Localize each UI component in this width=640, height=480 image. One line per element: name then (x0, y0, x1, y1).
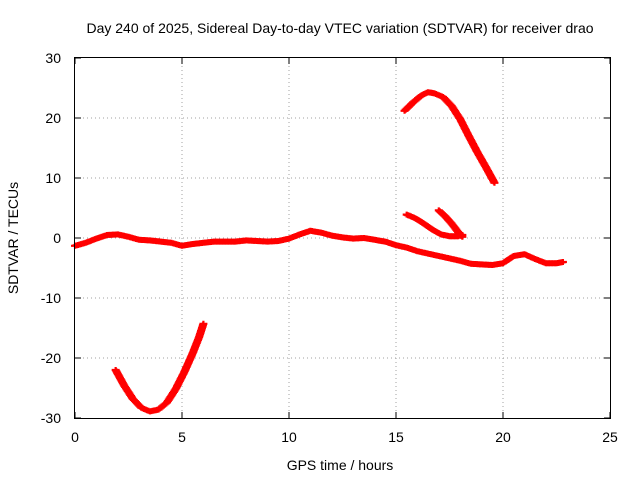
y-tick-label: 10 (45, 170, 61, 186)
chart-title: Day 240 of 2025, Sidereal Day-to-day VTE… (86, 20, 593, 36)
data-point (490, 179, 499, 186)
series-arc-mid-a (402, 211, 467, 240)
plot-frame (74, 57, 611, 419)
series-arc-low (111, 320, 208, 415)
y-tick-label: 0 (53, 230, 61, 246)
y-tick-label: 30 (45, 50, 61, 66)
x-tick-label: 20 (495, 429, 511, 445)
x-tick-label: 10 (281, 429, 297, 445)
y-tick-label: -20 (41, 350, 61, 366)
x-tick-label: 25 (602, 429, 618, 445)
data-series (71, 89, 567, 415)
x-tick-label: 5 (178, 429, 186, 445)
data-point (199, 320, 208, 327)
series-arc-high (400, 89, 499, 186)
y-tick-label: -10 (41, 290, 61, 306)
series-main-track (71, 227, 567, 268)
axis-ticks: 0 5 10 15 20 25 -30 -20 -10 0 10 20 30 (41, 50, 618, 445)
x-tick-label: 15 (388, 429, 404, 445)
series-arc-mid-b (434, 207, 467, 240)
x-tick-label: 0 (71, 429, 79, 445)
x-axis-label: GPS time / hours (287, 457, 394, 473)
data-point (558, 259, 567, 265)
y-tick-label: -30 (41, 410, 61, 426)
y-axis-label: SDTVAR / TECUs (5, 182, 21, 294)
y-tick-label: 20 (45, 110, 61, 126)
data-point (458, 233, 467, 240)
